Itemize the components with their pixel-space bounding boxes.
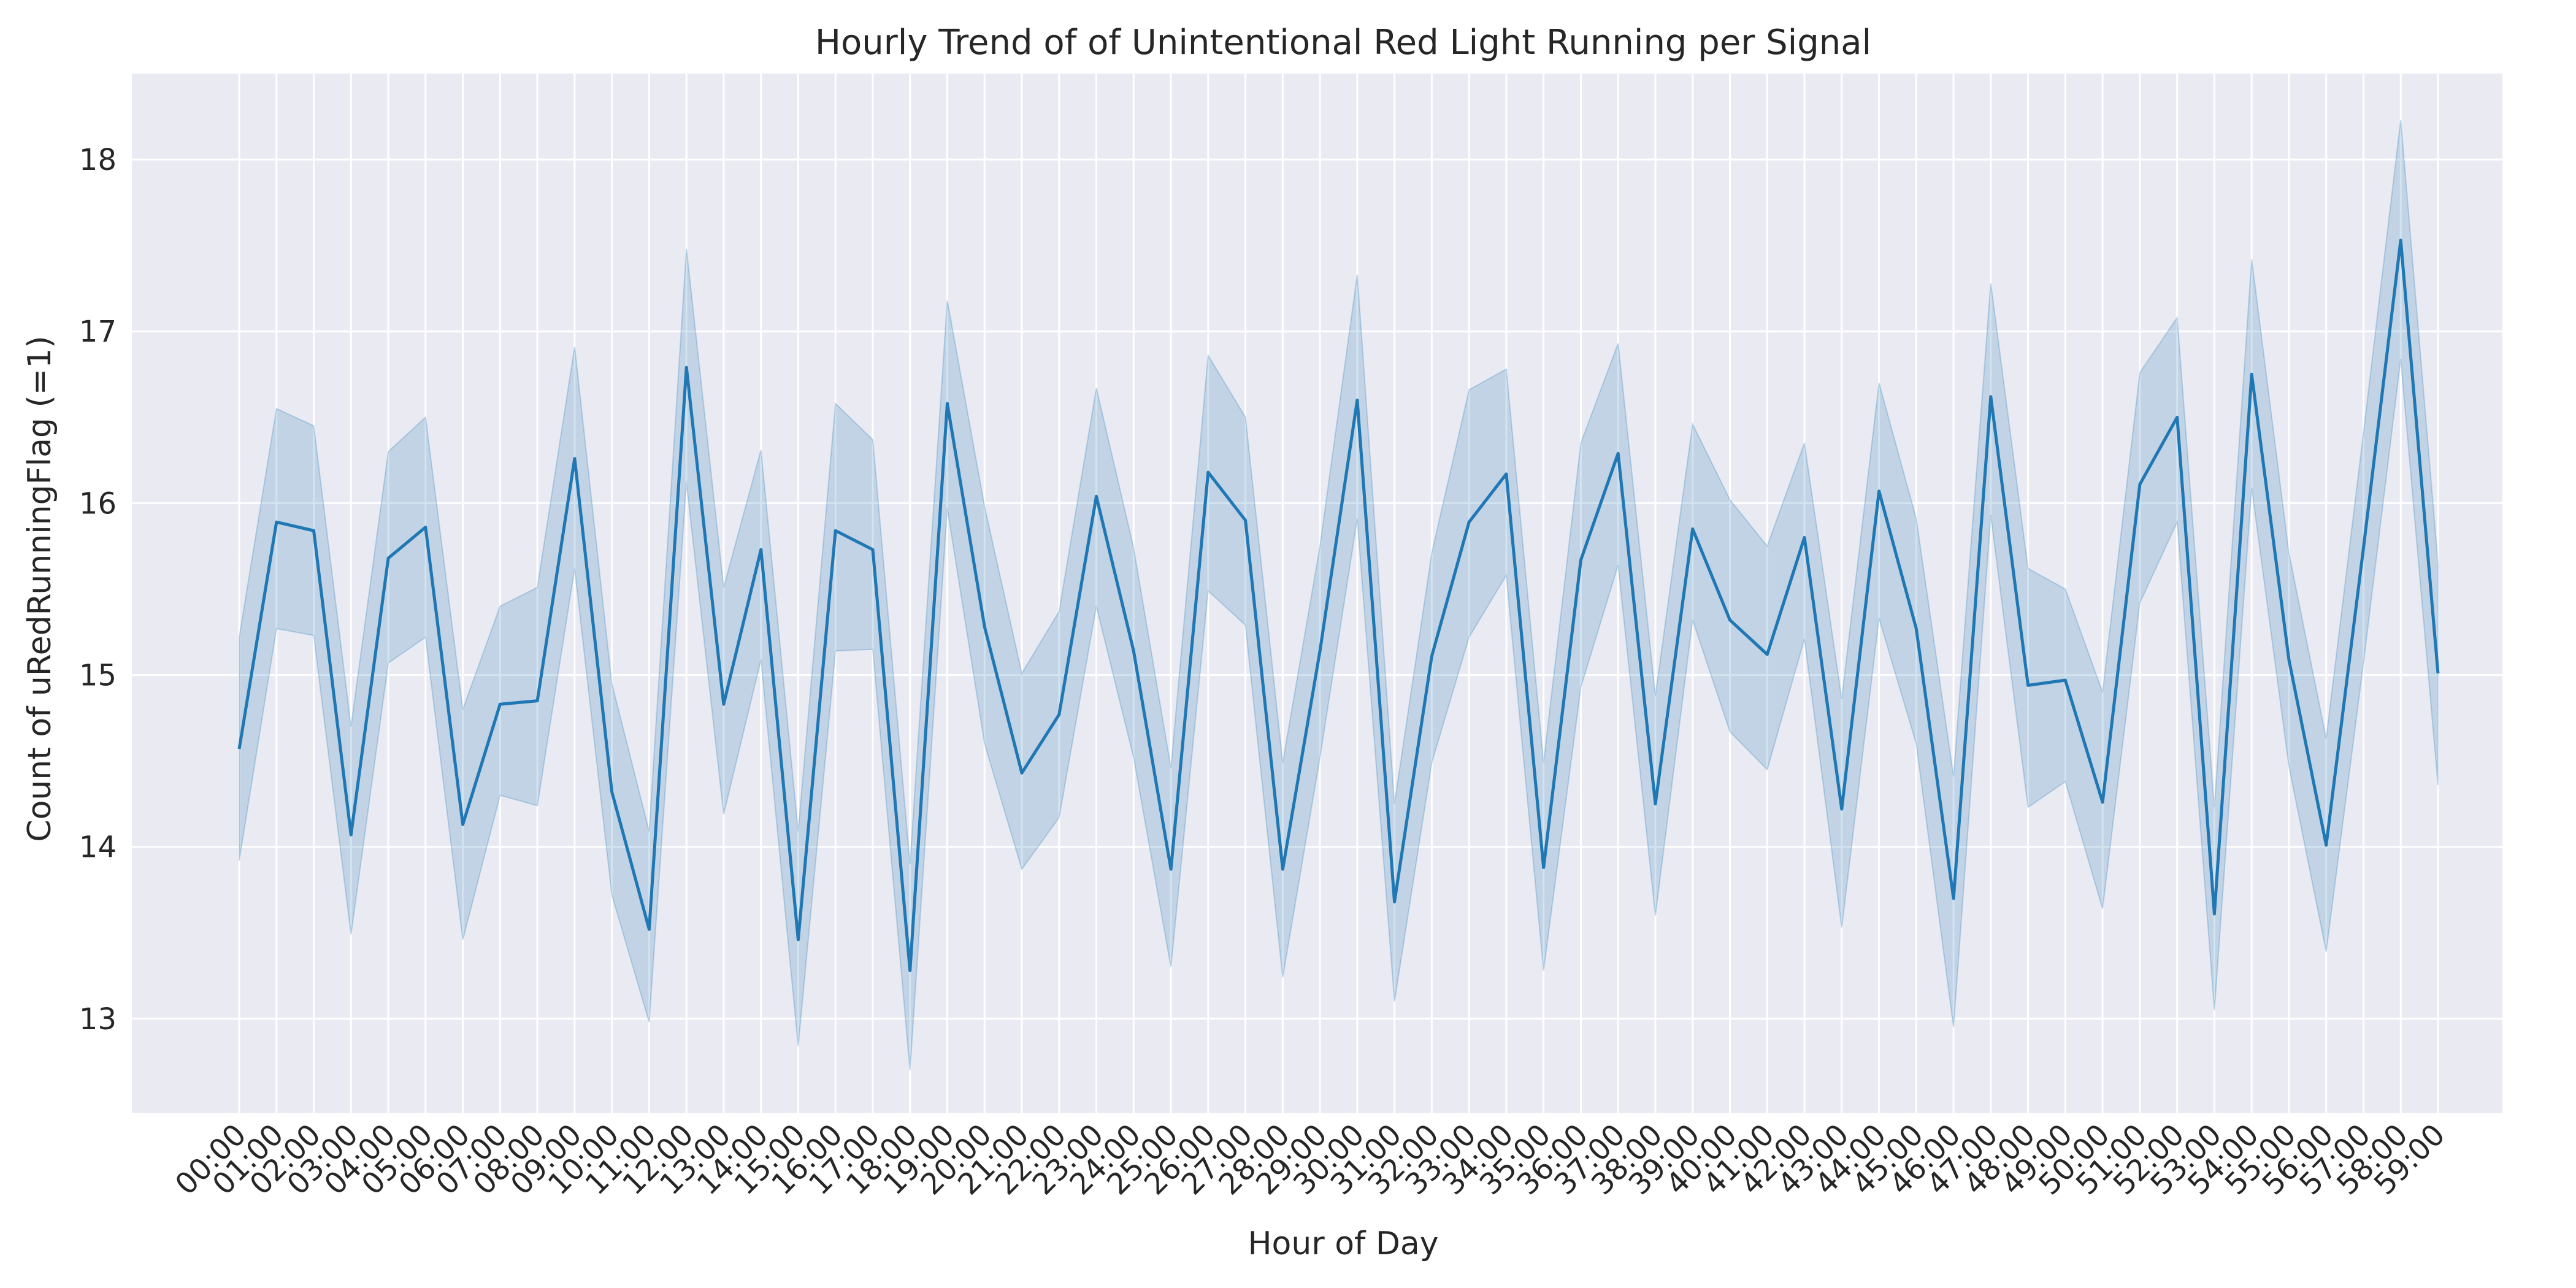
chart-title: Hourly Trend of of Unintentional Red Lig… [815, 23, 1871, 63]
y-tick-label: 18 [79, 143, 117, 177]
x-gridlines [238, 74, 2439, 1113]
y-axis-label: Count of uRedRunningFlag (=1) [21, 335, 58, 841]
y-tick-labels: 13 14 15 16 17 18 [79, 143, 117, 1037]
x-axis-label: Hour of Day [1248, 1225, 1438, 1262]
series-line-layer [237, 239, 2440, 972]
y-tick-label: 15 [79, 659, 117, 693]
y-tick-label: 17 [79, 315, 117, 349]
y-tick-label: 14 [79, 830, 117, 865]
series-line [237, 239, 2440, 972]
x-tick-labels: 00:0001:0002:0003:0004:0005:0006:0007:00… [169, 1117, 2451, 1202]
y-tick-label: 16 [79, 486, 117, 521]
plot-background [132, 74, 2502, 1113]
y-tick-label: 13 [79, 1002, 117, 1037]
